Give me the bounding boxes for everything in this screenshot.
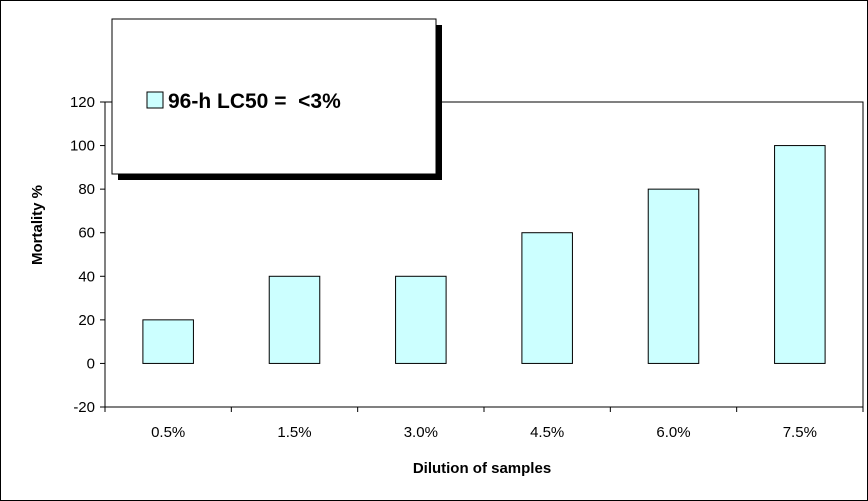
y-tick-label: 40	[78, 268, 95, 285]
x-tick-label: 0.5%	[151, 424, 185, 441]
bar	[142, 319, 194, 364]
bars	[142, 145, 826, 364]
y-axis-title: Mortality %	[29, 185, 46, 265]
x-axis: 0.5% 1.5% 3.0% 4.5% 6.0% 7.5%	[104, 407, 864, 441]
y-tick-label: 100	[70, 138, 95, 155]
x-tick-label: 1.5%	[277, 424, 311, 441]
legend-label: 96-h LC50 = <3%	[168, 90, 341, 113]
y-tick-label: 20	[78, 312, 95, 329]
y-tick-label: 0	[87, 355, 95, 372]
legend-box	[111, 18, 437, 175]
x-tick-label: 6.0%	[656, 424, 690, 441]
y-tick-label: 120	[70, 94, 95, 111]
legend-swatch	[146, 91, 164, 109]
x-tick-label: 7.5%	[783, 424, 817, 441]
bar	[774, 145, 826, 364]
x-tick-label: 4.5%	[530, 424, 564, 441]
x-tick-label: 3.0%	[404, 424, 438, 441]
y-tick-label: 60	[78, 225, 95, 242]
bar	[647, 188, 700, 364]
x-axis-title: Dilution of samples	[413, 460, 551, 477]
bar	[268, 275, 321, 364]
y-axis: -20 0 20 40 60 80 100 120	[70, 94, 105, 416]
y-tick-label: -20	[73, 399, 95, 416]
bar	[521, 232, 573, 364]
bar	[395, 275, 447, 364]
y-tick-label: 80	[78, 181, 95, 198]
legend: 96-h LC50 = <3%	[111, 18, 442, 180]
